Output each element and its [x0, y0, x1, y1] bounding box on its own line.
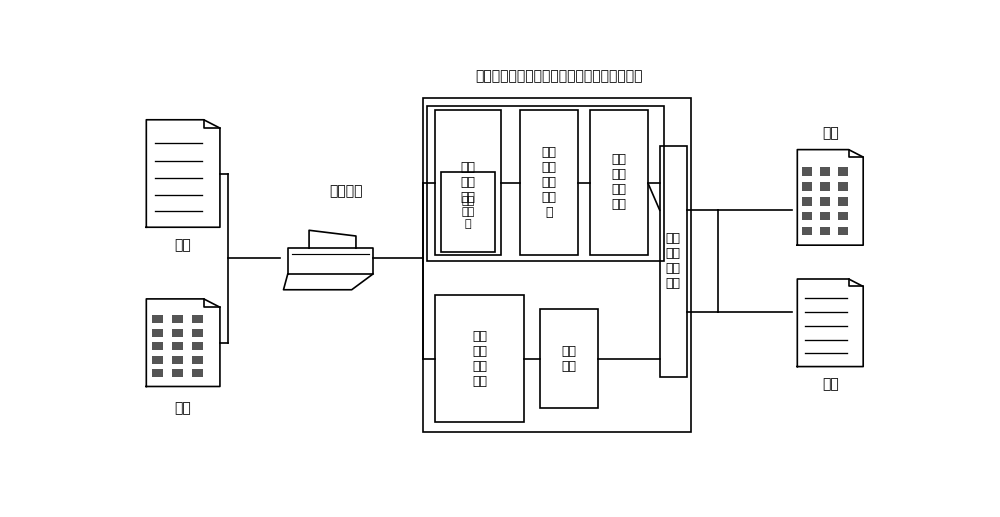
Text: 文件
输出
模块: 文件 输出 模块 [460, 161, 475, 204]
Bar [520, 110, 578, 255]
Bar [820, 226, 830, 235]
Bar [435, 110, 501, 255]
Bar [820, 212, 830, 220]
Bar [427, 106, 664, 261]
Bar [820, 197, 830, 206]
Bar [192, 356, 203, 364]
Bar [838, 182, 848, 191]
Bar [820, 182, 830, 191]
Bar [172, 329, 183, 337]
Bar [802, 182, 812, 191]
Text: 明文: 明文 [175, 238, 192, 252]
Text: 密文: 密文 [822, 127, 839, 141]
Bar [152, 315, 163, 323]
Bar [802, 212, 812, 220]
Bar [802, 168, 812, 176]
Bar [172, 342, 183, 350]
Bar [172, 356, 183, 364]
Bar [660, 146, 687, 376]
Bar [152, 370, 163, 377]
Bar [838, 226, 848, 235]
Bar [172, 370, 183, 377]
Text: 文件
获取
加密
模块: 文件 获取 加密 模块 [612, 154, 627, 211]
Bar [838, 168, 848, 176]
Text: 解密
模块: 解密 模块 [561, 345, 576, 373]
Bar [802, 197, 812, 206]
Text: 文件
内容
获取
模块: 文件 内容 获取 模块 [666, 232, 681, 290]
Text: 解密
文件
输出
模块: 解密 文件 输出 模块 [472, 330, 487, 388]
Bar [192, 370, 203, 377]
Bar [192, 329, 203, 337]
Bar [441, 172, 495, 252]
Bar [152, 356, 163, 364]
Bar [152, 329, 163, 337]
Bar [152, 342, 163, 350]
Text: 二维
码加
密: 二维 码加 密 [461, 195, 475, 229]
Bar [192, 315, 203, 323]
Text: 密文: 密文 [175, 401, 192, 415]
Bar [540, 309, 598, 408]
Text: 涉密文件利用二维码多重加密的电子解析设备: 涉密文件利用二维码多重加密的电子解析设备 [475, 69, 643, 83]
Text: 明文: 明文 [822, 377, 839, 391]
Bar [172, 315, 183, 323]
Bar [820, 168, 830, 176]
Bar [192, 342, 203, 350]
Text: 二维
码生
成打
乱模
块: 二维 码生 成打 乱模 块 [542, 146, 557, 219]
Bar [802, 226, 812, 235]
Bar [590, 110, 648, 255]
Bar [423, 98, 691, 432]
Bar [838, 212, 848, 220]
Text: 办公设备: 办公设备 [329, 185, 363, 199]
Bar [838, 197, 848, 206]
Bar [435, 295, 524, 422]
